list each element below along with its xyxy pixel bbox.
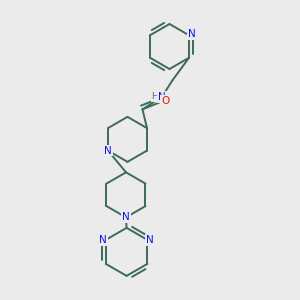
Text: N: N bbox=[122, 212, 130, 222]
Text: N: N bbox=[104, 146, 112, 156]
Text: N: N bbox=[99, 235, 107, 245]
Text: N: N bbox=[146, 235, 154, 245]
Text: O: O bbox=[161, 96, 170, 106]
Text: H: H bbox=[151, 92, 158, 101]
Text: N: N bbox=[158, 92, 166, 102]
Text: N: N bbox=[188, 29, 195, 39]
